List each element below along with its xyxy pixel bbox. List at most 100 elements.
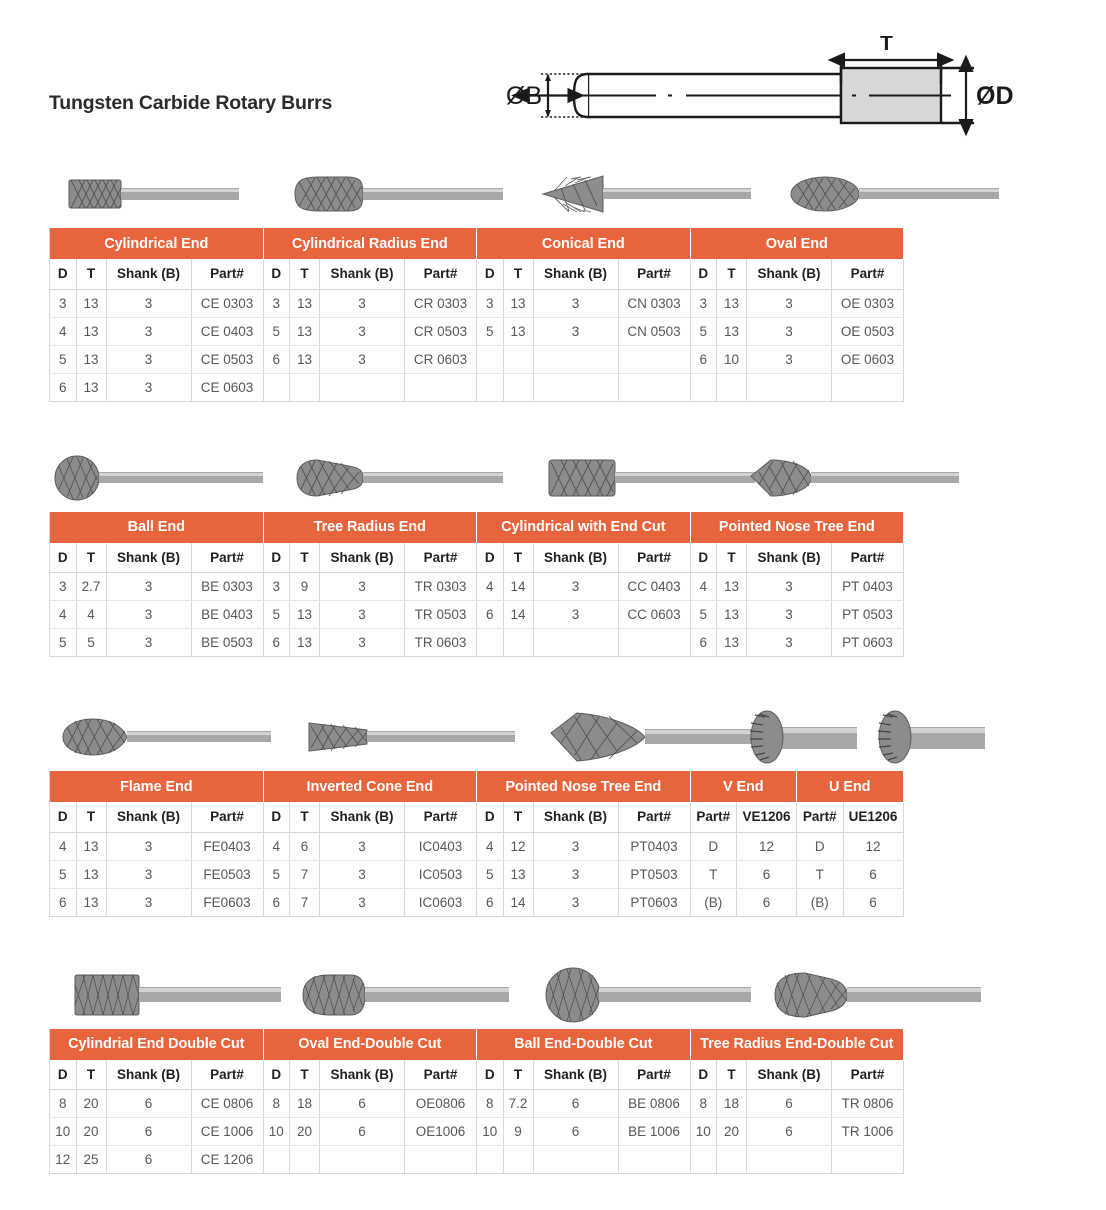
cell-part: PT0503 <box>618 860 691 889</box>
group-title: Ball End-Double Cut <box>477 1028 691 1060</box>
cell-shank: 3 <box>533 832 619 861</box>
table-row: (B) 6 <box>690 888 797 917</box>
col-part: Part# <box>690 802 737 833</box>
group-title: Tree Radius End-Double Cut <box>690 1028 904 1060</box>
col-shank: Shank (B) <box>746 542 832 573</box>
cell-d: 5 <box>690 600 717 629</box>
cell-shank: 3 <box>746 317 832 346</box>
cell-empty <box>533 1145 619 1174</box>
cell-t: 25 <box>76 1145 107 1174</box>
cell-empty <box>746 373 832 402</box>
col-t: T <box>76 259 107 290</box>
col-t: T <box>289 259 320 290</box>
col-d: D <box>263 542 290 573</box>
cell-d: 5 <box>690 317 717 346</box>
table-block-1: Cylindrical End D T Shank (B) Part# 3 13 3… <box>49 228 987 402</box>
cell-part: CE 0806 <box>191 1089 264 1118</box>
burr-image-tree-radius-double-cut <box>771 961 986 1029</box>
col-part: Part# <box>831 259 904 290</box>
col-part: Part# <box>404 1059 477 1090</box>
cell-d: 5 <box>263 317 290 346</box>
cell-d: 12 <box>50 1145 77 1174</box>
group-title: Pointed Nose Tree End <box>477 771 691 802</box>
cell-d: 4 <box>477 572 504 601</box>
table-block-3: Flame End D T Shank (B) Part# 4 13 3 FE0403… <box>49 771 987 917</box>
cell-t: 20 <box>716 1117 747 1146</box>
cell-empty <box>263 373 290 402</box>
group-table-ball-end: Ball End D T Shank (B) Part# 3 2.7 3 BE 030… <box>50 511 264 657</box>
cell-d: 6 <box>690 628 717 657</box>
table-row: 3 13 3 CN 0303 <box>477 289 691 318</box>
cell-value: 12 <box>736 832 797 861</box>
col-shank: Shank (B) <box>319 802 405 833</box>
cell-t: 13 <box>503 289 534 318</box>
cell-t: 13 <box>289 317 320 346</box>
cell-value: 6 <box>736 860 797 889</box>
col-part: Part# <box>831 1059 904 1090</box>
col-shank: Shank (B) <box>106 542 192 573</box>
cell-empty <box>618 628 691 657</box>
cell-empty <box>533 373 619 402</box>
cell-shank: 3 <box>533 888 619 917</box>
cell-shank: 6 <box>746 1117 832 1146</box>
table-row: 6 13 3 PT 0603 <box>690 628 904 657</box>
cell-part: TR 1006 <box>831 1117 904 1146</box>
group-title: Tree Radius End <box>263 511 477 543</box>
cell-shank: 6 <box>746 1089 832 1118</box>
col-t: T <box>716 542 747 573</box>
cell-shank: 3 <box>106 832 192 861</box>
cell-part: CR 0303 <box>404 289 477 318</box>
table-row: 5 7 3 IC0503 <box>263 860 477 889</box>
burr-image-row-3 <box>49 703 1057 771</box>
cell-part: OE 0303 <box>831 289 904 318</box>
col-t: T <box>76 542 107 573</box>
group-table-oval-end-double-cut: Oval End-Double Cut D T Shank (B) Part# … <box>263 1028 477 1174</box>
cell-part: IC0603 <box>404 888 477 917</box>
cell-t: 13 <box>76 317 107 346</box>
cell-shank: 3 <box>746 289 832 318</box>
col-t: T <box>716 259 747 290</box>
burr-image-cylindrical-radius <box>293 160 508 228</box>
cell-label: T <box>690 860 737 889</box>
cell-t: 13 <box>503 317 534 346</box>
section-2: Ball End D T Shank (B) Part# 3 2.7 3 BE 030… <box>0 444 1106 657</box>
col-t: T <box>716 1059 747 1090</box>
col-shank: Shank (B) <box>533 259 619 290</box>
cell-d: 10 <box>477 1117 504 1146</box>
cell-empty <box>618 345 691 374</box>
col-d: D <box>477 259 504 290</box>
group-title: Ball End <box>50 511 264 543</box>
col-shank: Shank (B) <box>533 802 619 833</box>
cell-part: FE0503 <box>191 860 264 889</box>
cell-empty <box>477 345 504 374</box>
cell-part: CR 0603 <box>404 345 477 374</box>
table-row: 5 13 3 CR 0503 <box>263 317 477 346</box>
cell-t: 18 <box>716 1089 747 1118</box>
cell-t: 6 <box>289 832 320 861</box>
cell-shank: 6 <box>319 1117 405 1146</box>
cell-empty <box>263 1145 290 1174</box>
burr-image-pointed-nose-tree <box>749 444 964 512</box>
table-row: 5 13 3 PT0503 <box>477 860 691 889</box>
group-table-cylindrial-end-double-cut: Cylindrial End Double Cut D T Shank (B) … <box>50 1028 264 1174</box>
cell-shank: 3 <box>106 600 192 629</box>
cell-part: BE 0303 <box>191 572 264 601</box>
cell-part: CE 0403 <box>191 317 264 346</box>
burr-image-pointed-nose-tree-2 <box>549 703 764 771</box>
cell-shank: 3 <box>106 289 192 318</box>
cell-t: 18 <box>289 1089 320 1118</box>
col-d: D <box>263 1059 290 1090</box>
cell-shank: 3 <box>533 317 619 346</box>
burr-image-conical <box>541 160 756 228</box>
cell-empty <box>503 373 534 402</box>
cell-part: IC0503 <box>404 860 477 889</box>
cell-part: CC 0403 <box>618 572 691 601</box>
cell-t: 7 <box>289 860 320 889</box>
cell-part: OE 0603 <box>831 345 904 374</box>
col-d: D <box>690 542 717 573</box>
table-row: 5 13 3 OE 0503 <box>690 317 904 346</box>
col-partnumber-value: UE1206 <box>843 802 904 833</box>
cell-shank: 6 <box>106 1089 192 1118</box>
